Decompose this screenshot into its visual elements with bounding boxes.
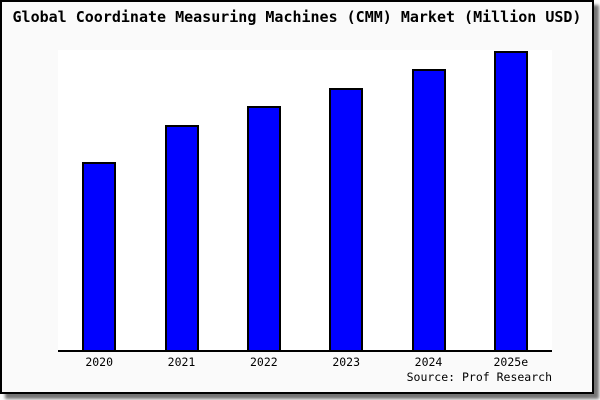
bar-2023 [329,87,364,350]
chart-title: Global Coordinate Measuring Machines (CM… [12,8,582,26]
source-label: Source: Prof Research [406,370,552,384]
x-axis-labels: 2020 2021 2022 2023 2024 2025e [58,355,552,371]
x-tick-label: 2025e [493,355,529,369]
bar-2020 [82,161,117,350]
bar-2025e [493,50,528,350]
x-tick-label: 2020 [85,355,114,369]
x-tick-label: 2022 [249,355,278,369]
x-tick-label: 2023 [332,355,361,369]
plot-area [58,50,552,352]
bar-2022 [246,106,281,350]
chart-window: Global Coordinate Measuring Machines (CM… [0,0,594,394]
x-tick-label: 2021 [167,355,196,369]
x-tick-label: 2024 [414,355,443,369]
bar-2021 [164,125,199,350]
bar-2024 [411,68,446,350]
